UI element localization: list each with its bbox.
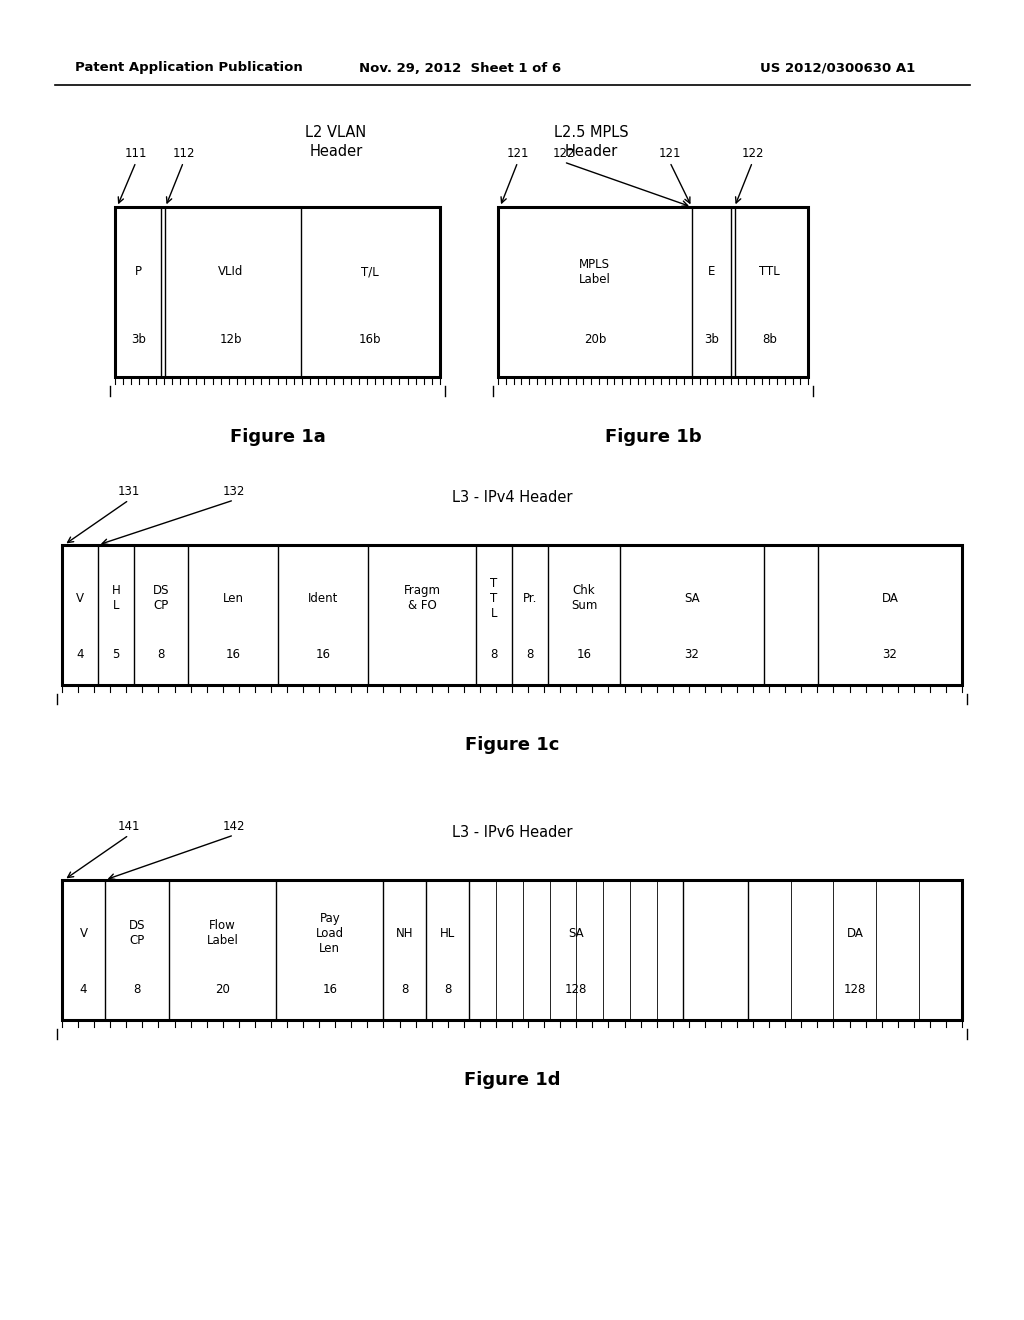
- Text: V: V: [76, 591, 84, 605]
- Bar: [62, 545, 962, 685]
- Text: 4: 4: [80, 982, 87, 995]
- Text: Nov. 29, 2012  Sheet 1 of 6: Nov. 29, 2012 Sheet 1 of 6: [359, 62, 561, 74]
- Text: 5: 5: [113, 648, 120, 661]
- Text: 20b: 20b: [584, 333, 606, 346]
- Text: Pay
Load
Len: Pay Load Len: [315, 912, 344, 954]
- Text: 128: 128: [565, 982, 588, 995]
- Text: 16: 16: [225, 648, 241, 661]
- Text: 16: 16: [323, 982, 337, 995]
- Text: 16b: 16b: [359, 333, 382, 346]
- Text: DS
CP: DS CP: [153, 585, 169, 612]
- Text: Fragm
& FO: Fragm & FO: [403, 585, 440, 612]
- Text: 8: 8: [490, 648, 498, 661]
- Text: NH: NH: [396, 927, 414, 940]
- Text: Figure 1d: Figure 1d: [464, 1071, 560, 1089]
- Text: 8: 8: [158, 648, 165, 661]
- Text: 16: 16: [315, 648, 331, 661]
- Text: E: E: [708, 265, 715, 279]
- Bar: [62, 880, 962, 1020]
- Text: TTL: TTL: [759, 265, 779, 279]
- Text: HL: HL: [440, 927, 456, 940]
- Text: Figure 1c: Figure 1c: [465, 737, 559, 754]
- Text: 8: 8: [133, 982, 140, 995]
- Text: MPLS
Label: MPLS Label: [579, 257, 610, 285]
- Text: 20: 20: [215, 982, 230, 995]
- Text: 8: 8: [401, 982, 409, 995]
- Text: SA: SA: [568, 927, 584, 940]
- Text: 3b: 3b: [131, 333, 145, 346]
- Text: US 2012/0300630 A1: US 2012/0300630 A1: [760, 62, 915, 74]
- Text: Figure 1b: Figure 1b: [605, 428, 701, 446]
- Text: VLId: VLId: [218, 265, 244, 279]
- Text: Flow
Label: Flow Label: [207, 919, 239, 948]
- Text: 32: 32: [883, 648, 897, 661]
- Text: Chk
Sum: Chk Sum: [570, 585, 597, 612]
- Text: Pr.: Pr.: [523, 591, 538, 605]
- Text: T
T
L: T T L: [490, 577, 498, 619]
- Text: 8b: 8b: [762, 333, 776, 346]
- Text: Ident: Ident: [308, 591, 338, 605]
- Text: L3 - IPv6 Header: L3 - IPv6 Header: [452, 825, 572, 840]
- Text: 32: 32: [685, 648, 699, 661]
- Text: 8: 8: [526, 648, 534, 661]
- Text: T/L: T/L: [361, 265, 379, 279]
- Text: Figure 1a: Figure 1a: [229, 428, 326, 446]
- Text: L3 - IPv4 Header: L3 - IPv4 Header: [452, 490, 572, 506]
- Text: L2 VLAN
Header: L2 VLAN Header: [305, 125, 367, 158]
- Text: 128: 128: [844, 982, 866, 995]
- Text: 131: 131: [118, 484, 140, 498]
- Text: 111: 111: [125, 147, 147, 160]
- Text: 16: 16: [577, 648, 592, 661]
- Text: 122: 122: [553, 147, 575, 160]
- Bar: [115, 207, 440, 378]
- Text: 12b: 12b: [220, 333, 243, 346]
- Text: 112: 112: [172, 147, 195, 160]
- Text: 8: 8: [444, 982, 452, 995]
- Text: Len: Len: [222, 591, 244, 605]
- Text: DA: DA: [847, 927, 863, 940]
- Text: 142: 142: [223, 820, 246, 833]
- Text: H
L: H L: [112, 585, 121, 612]
- Text: 4: 4: [76, 648, 84, 661]
- Text: 122: 122: [741, 147, 764, 160]
- Text: 121: 121: [658, 147, 681, 160]
- Text: 141: 141: [118, 820, 140, 833]
- Text: SA: SA: [684, 591, 699, 605]
- Text: DA: DA: [882, 591, 898, 605]
- Text: DS
CP: DS CP: [129, 919, 145, 948]
- Text: 132: 132: [223, 484, 245, 498]
- Text: L2.5 MPLS
Header: L2.5 MPLS Header: [554, 125, 629, 158]
- Text: 121: 121: [507, 147, 529, 160]
- Text: 3b: 3b: [703, 333, 719, 346]
- Bar: [498, 207, 808, 378]
- Text: V: V: [80, 927, 87, 940]
- Text: P: P: [135, 265, 141, 279]
- Text: Patent Application Publication: Patent Application Publication: [75, 62, 303, 74]
